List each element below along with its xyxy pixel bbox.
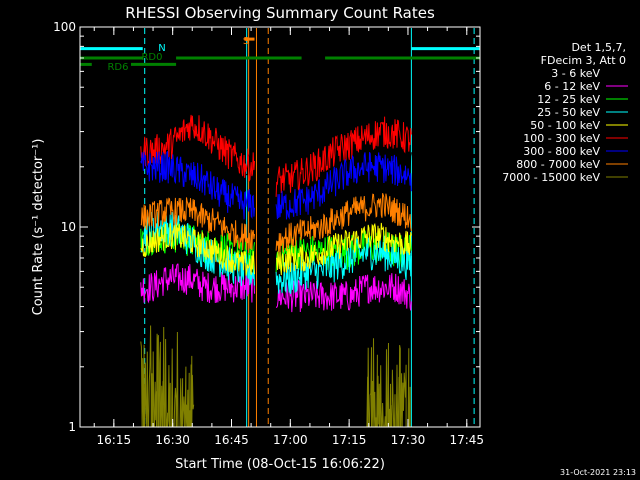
legend-entry-2: 12 - 25 keV <box>537 93 600 106</box>
legend-entry-8: 7000 - 15000 keV <box>502 171 600 184</box>
flag-label-rd0: RD0 <box>141 52 162 63</box>
flag-label-rd6: RD6 <box>107 62 128 73</box>
chart-title: RHESSI Observing Summary Count Rates <box>125 4 435 22</box>
y-tick-label-1: 10 <box>61 220 76 234</box>
legend-entry-6: 300 - 800 keV <box>523 145 600 158</box>
x-axis-label: Start Time (08-Oct-15 16:06:22) <box>175 457 385 472</box>
timestamp: 31-Oct-2021 23:13 <box>560 468 636 477</box>
x-tick-label-5: 17:30 <box>391 433 426 447</box>
legend-header-0: Det 1,5,7, <box>571 41 626 54</box>
flag-label-n: N <box>158 43 165 54</box>
legend-entry-1: 6 - 12 keV <box>544 80 600 93</box>
series-6 <box>140 150 412 220</box>
series-line-5-1 <box>275 116 412 197</box>
legend-entry-4: 50 - 100 keV <box>530 119 600 132</box>
x-tick-label-3: 17:00 <box>273 433 308 447</box>
series-line-8-0 <box>140 325 195 428</box>
series-line-7-0 <box>140 197 255 251</box>
series-1 <box>140 263 412 313</box>
legend-entry-5: 100 - 300 keV <box>523 132 600 145</box>
y-axis-label: Count Rate (s⁻¹ detector⁻¹) <box>31 139 46 316</box>
x-tick-label-0: 16:15 <box>97 433 132 447</box>
x-tick-label-6: 17:45 <box>449 433 484 447</box>
series-line-8-1 <box>366 338 412 428</box>
y-tick-label-2: 100 <box>53 20 76 34</box>
x-tick-label-4: 17:15 <box>332 433 367 447</box>
legend-entry-7: 800 - 7000 keV <box>516 158 600 171</box>
series-4 <box>140 222 412 276</box>
series-line-6-0 <box>140 150 255 220</box>
series-line-7-1 <box>275 193 412 253</box>
y-tick-label-0: 1 <box>68 420 76 434</box>
series-line-1-0 <box>140 263 255 304</box>
series-line-1-1 <box>275 273 412 313</box>
series-line-6-1 <box>275 151 412 220</box>
series-line-3-1 <box>275 235 412 295</box>
legend-header-1: FDecim 3, Att 0 <box>541 54 626 67</box>
series-line-4-0 <box>140 222 255 276</box>
series-line-4-1 <box>276 222 412 276</box>
legend-entry-0: 3 - 6 keV <box>551 67 600 80</box>
flag-label-s: S <box>243 36 249 47</box>
x-tick-label-1: 16:30 <box>155 433 190 447</box>
series-8 <box>140 325 412 428</box>
x-tick-label-2: 16:45 <box>214 433 249 447</box>
series-7 <box>140 193 412 253</box>
legend-entry-3: 25 - 50 keV <box>537 106 600 119</box>
